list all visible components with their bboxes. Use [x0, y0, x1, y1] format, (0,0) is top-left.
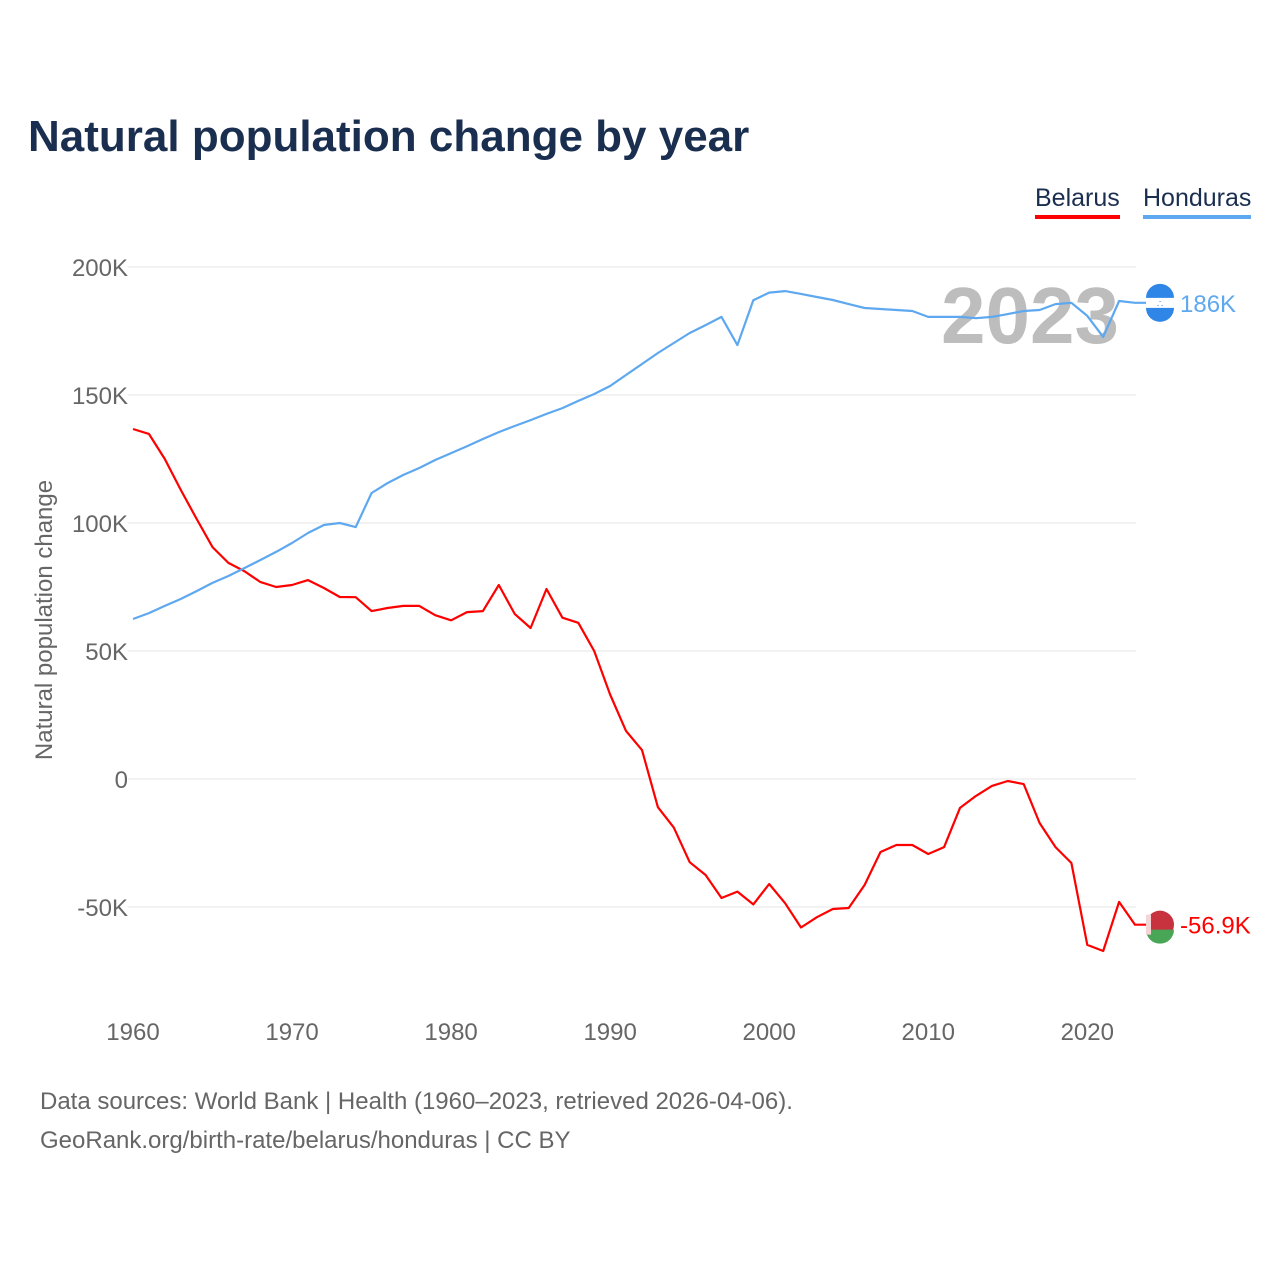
honduras-flag-top — [1146, 283, 1174, 298]
series-line-honduras — [132, 290, 1160, 621]
y-axis-label: Natural population change — [31, 480, 58, 760]
x-tick-label: 2020 — [1061, 1019, 1114, 1046]
x-tick-label: 1960 — [106, 1019, 159, 1046]
belarus-flag-ornament — [1146, 914, 1151, 935]
y-tick-label: 50K — [85, 639, 128, 666]
x-tick-label: 1990 — [583, 1019, 636, 1046]
end-value-label-honduras: 186K — [1180, 291, 1236, 318]
chart-title: Natural population change by year — [28, 112, 750, 161]
y-tick-label: 100K — [72, 511, 128, 538]
belarus-flag-green — [1146, 929, 1174, 944]
legend-honduras[interactable]: Honduras — [1143, 184, 1252, 219]
legend-belarus[interactable]: Belarus — [1035, 184, 1120, 219]
x-tick-label: 2000 — [742, 1019, 795, 1046]
x-tick-label: 2010 — [902, 1019, 955, 1046]
y-tick-label: 0 — [115, 767, 128, 794]
honduras-flag-bottom — [1146, 307, 1174, 322]
x-tick-label: 1980 — [424, 1019, 477, 1046]
y-tick-label: 200K — [72, 255, 128, 282]
honduras-flag-stars: ∴ — [1157, 299, 1163, 310]
credit-link[interactable]: GeoRank.org/birth-rate/belarus/honduras … — [40, 1127, 571, 1154]
series-line-belarus — [132, 427, 1160, 953]
end-value-label-belarus: -56.9K — [1180, 913, 1251, 940]
year-watermark: 2023 — [941, 271, 1119, 360]
y-tick-label: -50K — [77, 895, 128, 922]
x-tick-label: 1970 — [265, 1019, 318, 1046]
data-sources: Data sources: World Bank | Health (1960–… — [40, 1088, 793, 1115]
y-tick-label: 150K — [72, 383, 128, 410]
